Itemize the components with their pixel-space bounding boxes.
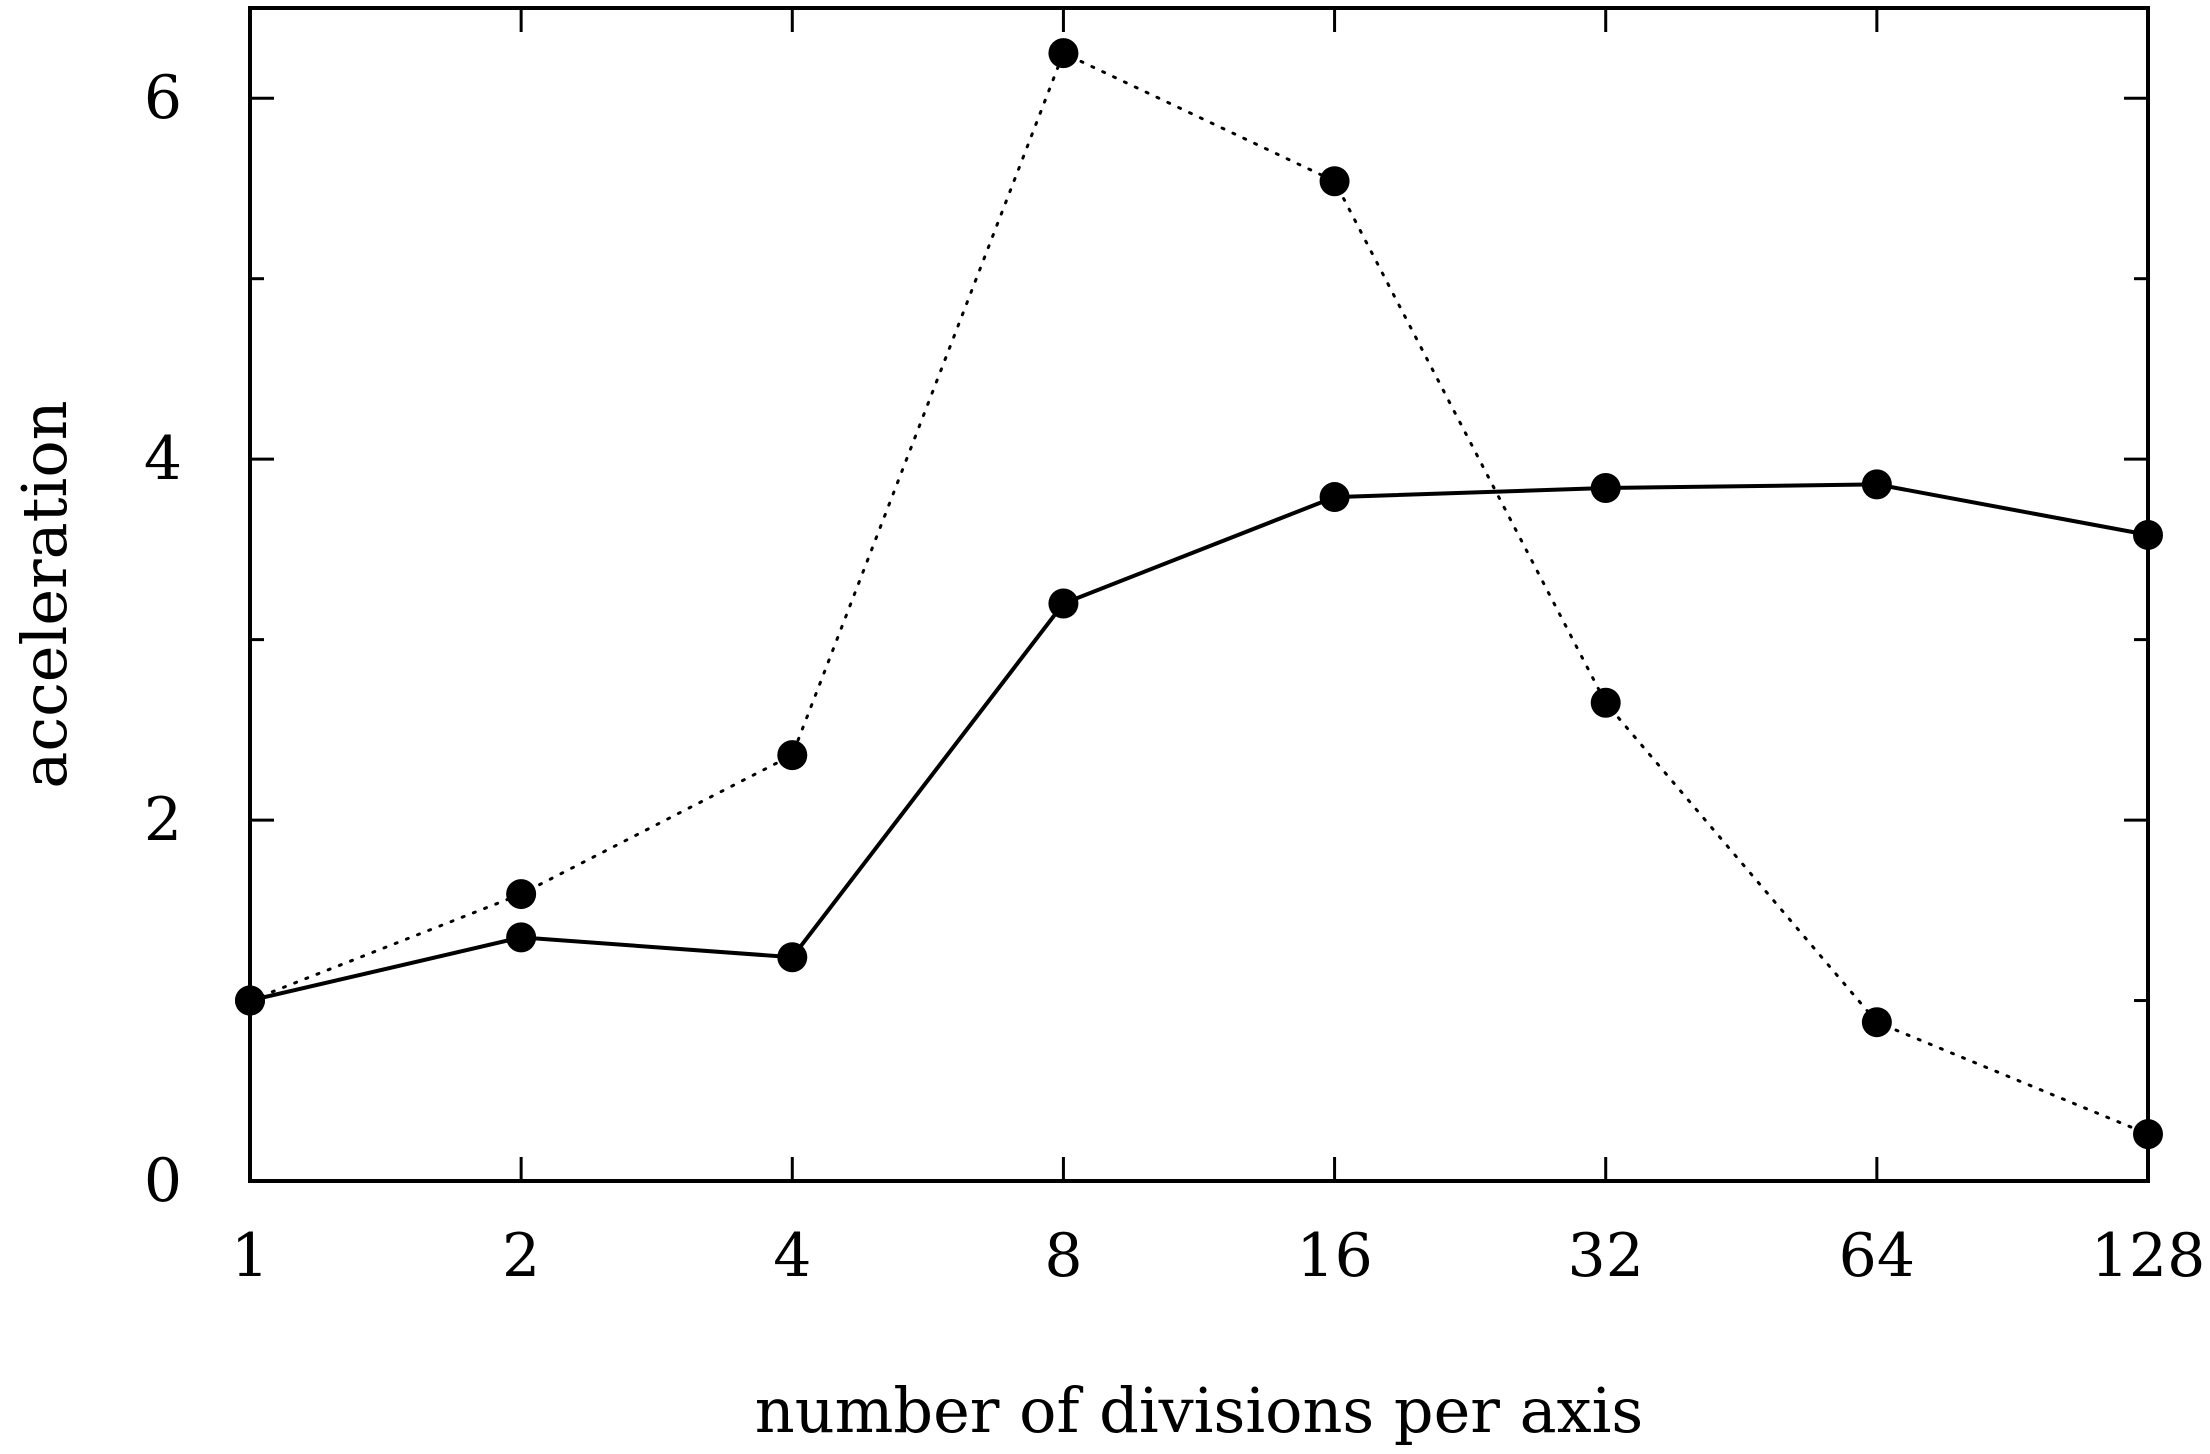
series-2-point bbox=[1319, 166, 1350, 197]
ticks-layer bbox=[250, 8, 2148, 1181]
series-1-point bbox=[1861, 469, 1892, 500]
series-layer bbox=[235, 38, 2163, 1150]
series-line-1 bbox=[249, 482, 2149, 1003]
series-1-point bbox=[1319, 482, 1350, 513]
x-tick-label: 8 bbox=[1044, 1221, 1082, 1291]
series-2-point bbox=[1048, 38, 1079, 69]
x-tick-label: 16 bbox=[1296, 1221, 1372, 1291]
x-tick-label: 4 bbox=[773, 1221, 811, 1291]
series-2-point bbox=[1861, 1007, 1892, 1038]
y-tick-label: 4 bbox=[144, 424, 182, 494]
x-tick-label: 1 bbox=[231, 1221, 269, 1291]
series-2-point bbox=[777, 740, 808, 771]
x-axis-title: number of divisions per axis bbox=[755, 1374, 1643, 1447]
series-2-point bbox=[1590, 687, 1621, 718]
labels-layer: 1 2 4 8 16 32 64 128 0 2 4 6 bbox=[144, 63, 2205, 1291]
y-tick-label: 2 bbox=[144, 785, 182, 855]
y-tick-label: 0 bbox=[144, 1146, 182, 1216]
series-1-point bbox=[506, 922, 537, 953]
series-1-point bbox=[777, 942, 808, 973]
series-2-point bbox=[506, 879, 537, 910]
y-tick-label: 6 bbox=[144, 63, 182, 133]
y-axis-title: acceleration bbox=[8, 400, 81, 788]
series-line-2 bbox=[248, 51, 2150, 1136]
plot-frame bbox=[248, 6, 2150, 1183]
x-tick-label: 2 bbox=[502, 1221, 540, 1291]
series-1-point bbox=[1048, 588, 1079, 619]
x-tick-label: 128 bbox=[2091, 1221, 2206, 1291]
x-tick-label: 32 bbox=[1568, 1221, 1644, 1291]
series-1-point bbox=[1590, 473, 1621, 504]
x-tick-label: 64 bbox=[1839, 1221, 1915, 1291]
